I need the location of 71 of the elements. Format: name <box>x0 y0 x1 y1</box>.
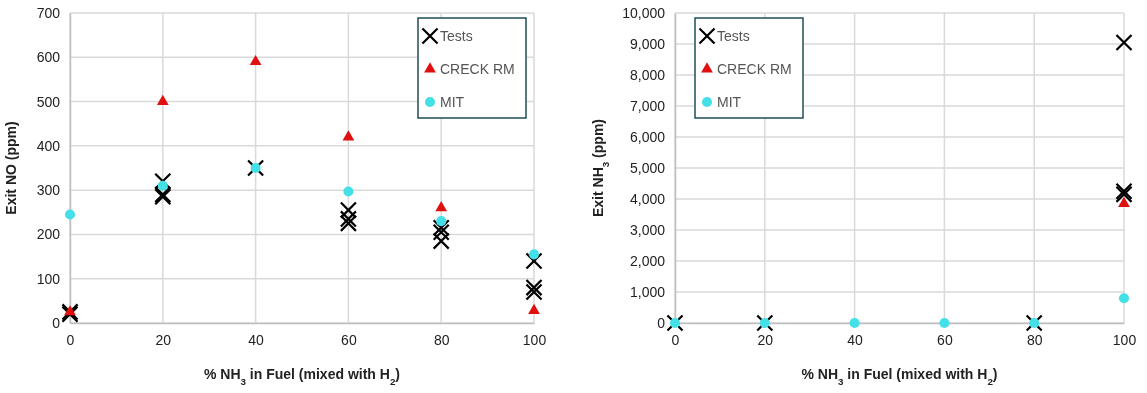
y-tick-label: 600 <box>36 49 61 66</box>
y-tick-label: 8,000 <box>629 66 666 83</box>
y-tick-label: 0 <box>657 314 666 331</box>
point <box>154 172 172 190</box>
y-tick-label: 10,000 <box>622 4 666 21</box>
point <box>339 210 358 228</box>
legend-label: MIT <box>717 94 742 110</box>
point <box>246 159 265 177</box>
x-tick-label: 60 <box>341 331 357 348</box>
y-tick-label: 100 <box>36 270 61 287</box>
point <box>525 252 543 270</box>
y-tick-label: 700 <box>36 4 61 21</box>
point <box>525 283 543 301</box>
point <box>1029 317 1040 329</box>
x-tick-label: 40 <box>248 331 265 348</box>
point <box>156 94 169 105</box>
point <box>250 162 261 174</box>
point <box>1115 33 1133 52</box>
point <box>432 232 450 250</box>
legend-label: Tests <box>440 28 473 44</box>
x-tick-label: 0 <box>671 331 680 348</box>
y-tick-label: 2,000 <box>629 252 666 269</box>
y-tick-label: 6,000 <box>629 128 666 145</box>
y-tick-label: 400 <box>36 137 61 154</box>
x-tick-label: 100 <box>1112 331 1137 348</box>
x-tick-label: 40 <box>847 331 864 348</box>
legend-label: MIT <box>440 94 465 110</box>
point <box>525 278 543 297</box>
y-tick-label: 1,000 <box>629 283 666 300</box>
x-tick-label: 60 <box>937 331 953 348</box>
y-tick-label: 200 <box>36 226 61 243</box>
x-tick-label: 20 <box>155 331 172 348</box>
y-axis-title: Exit NO (ppm) <box>3 121 19 215</box>
x-tick-label: 20 <box>757 331 774 348</box>
y-tick-label: 7,000 <box>629 97 666 114</box>
point <box>249 54 262 66</box>
point <box>432 223 450 241</box>
x-tick-label: 0 <box>66 331 75 348</box>
point <box>1025 314 1043 332</box>
point <box>343 186 354 197</box>
point <box>1118 293 1130 304</box>
point <box>759 317 770 329</box>
x-tick-label: 80 <box>1026 331 1043 348</box>
y-tick-label: 500 <box>36 93 61 110</box>
x-tick-label: 100 <box>522 331 547 348</box>
y-tick-label: 9,000 <box>629 35 666 52</box>
legend-label: Tests <box>717 28 750 44</box>
point <box>756 314 774 332</box>
point <box>436 216 447 227</box>
x-tick-label: 80 <box>433 331 450 348</box>
y-tick-label: 3,000 <box>629 221 666 238</box>
legend-label: CRECK RM <box>440 61 515 77</box>
point <box>1118 196 1130 208</box>
point <box>339 214 358 232</box>
point <box>435 201 448 212</box>
point <box>157 180 168 191</box>
point <box>432 219 450 237</box>
x-axis-title: % NH$_{3}$ in Fuel (mixed with H$_{2}$) <box>203 366 401 387</box>
point <box>64 305 76 316</box>
y-tick-label: 5,000 <box>629 159 666 176</box>
point <box>64 209 76 220</box>
y-tick-label: 4,000 <box>629 190 666 207</box>
y-tick-label: 300 <box>36 182 61 199</box>
point <box>528 249 540 260</box>
y-tick-label: 0 <box>52 314 61 331</box>
point <box>939 317 950 329</box>
legend-label: CRECK RM <box>717 61 792 77</box>
x-axis-title: % NH$_{3}$ in Fuel (mixed with H$_{2}$) <box>801 366 998 387</box>
point <box>849 317 860 329</box>
point <box>342 130 355 141</box>
point <box>339 201 358 219</box>
